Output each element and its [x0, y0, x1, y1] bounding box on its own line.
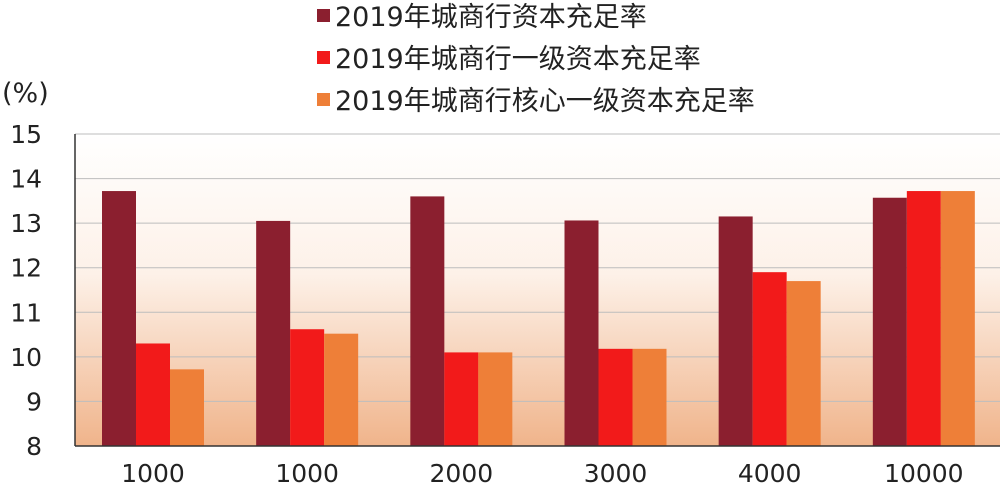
bar — [136, 343, 170, 446]
bar — [598, 348, 633, 446]
bar — [324, 333, 359, 446]
bar — [102, 191, 136, 446]
legend-swatch — [317, 51, 330, 64]
bar — [786, 281, 821, 446]
x-axis-ticks: 1000 1000 2000 3000 4000 10000 — [121, 459, 963, 488]
x-tick-label: 1000 — [121, 459, 185, 488]
y-tick-label: 12 — [10, 254, 42, 283]
y-tick-label: 9 — [26, 387, 42, 416]
x-tick-label: 3000 — [584, 459, 648, 488]
bar — [906, 191, 941, 446]
x-tick-label: 2000 — [430, 459, 494, 488]
bar — [444, 352, 479, 446]
bar — [564, 220, 599, 446]
bar — [872, 197, 907, 446]
bar — [410, 196, 445, 446]
bar — [478, 352, 513, 446]
y-tick-label: 10 — [10, 343, 42, 372]
plot-area — [75, 134, 1000, 446]
legend-label: 2019年城商行资本充足率 — [335, 2, 647, 33]
bar — [632, 348, 667, 446]
y-axis-unit: (%) — [2, 78, 49, 109]
bar — [290, 329, 325, 446]
x-tick-label: 1000 — [275, 459, 339, 488]
y-axis-ticks: 8 9 10 11 12 13 14 15 — [10, 120, 42, 461]
y-tick-label: 14 — [10, 165, 42, 194]
x-tick-label: 10000 — [884, 459, 964, 488]
bars — [102, 191, 975, 446]
legend-swatch — [317, 93, 330, 106]
bar — [170, 369, 204, 446]
bar — [718, 216, 753, 446]
legend: 2019年城商行资本充足率 2019年城商行一级资本充足率 2019年城商行核心一级… — [317, 2, 755, 117]
bar — [256, 220, 291, 446]
x-tick-label: 4000 — [738, 459, 802, 488]
y-tick-label: 8 — [26, 432, 42, 461]
legend-label: 2019年城商行一级资本充足率 — [335, 44, 701, 75]
legend-label: 2019年城商行核心一级资本充足率 — [335, 86, 755, 117]
gridlines — [75, 133, 1000, 402]
y-tick-label: 15 — [10, 120, 42, 149]
y-tick-label: 13 — [10, 209, 42, 238]
y-tick-label: 11 — [10, 298, 42, 327]
bar — [752, 272, 787, 446]
legend-swatch — [317, 9, 330, 22]
bar — [940, 191, 975, 446]
